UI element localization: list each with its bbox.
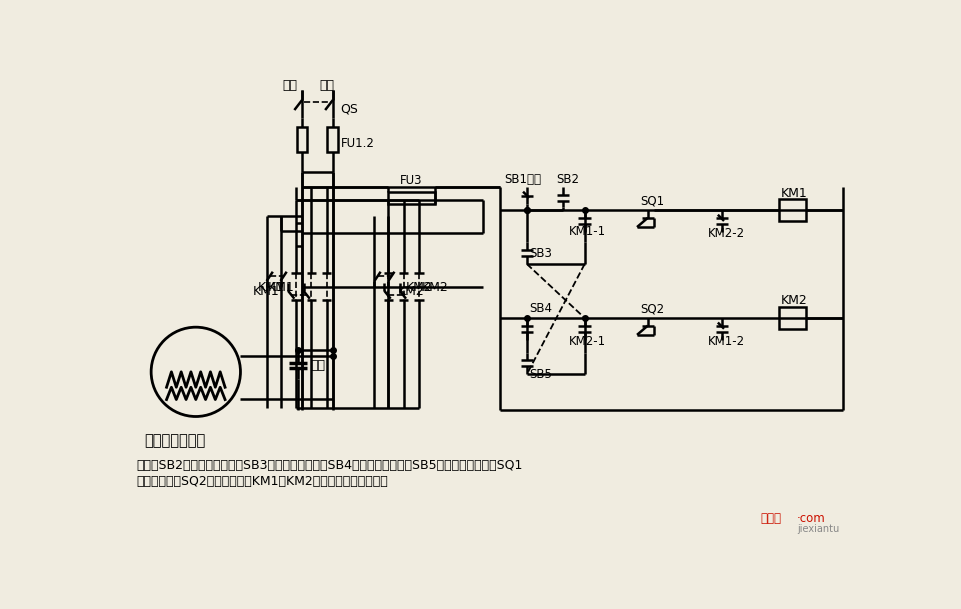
Text: KM2: KM2 xyxy=(406,281,432,294)
Text: KM2: KM2 xyxy=(780,295,807,308)
Bar xyxy=(388,192,434,204)
Text: SQ2: SQ2 xyxy=(639,302,663,315)
Text: 说明：SB2为上升启动按钮，SB3为上升点动按钮，SB4为下降启动按钮，SB5为下降点动按钮；SQ1: 说明：SB2为上升启动按钮，SB3为上升点动按钮，SB4为下降启动按钮，SB5为… xyxy=(136,459,523,473)
Text: KM1: KM1 xyxy=(267,281,294,294)
Text: KM1: KM1 xyxy=(258,281,283,294)
Text: KM2-2: KM2-2 xyxy=(707,227,744,240)
Text: KM2: KM2 xyxy=(421,281,448,294)
Text: 单相电容电动机: 单相电容电动机 xyxy=(144,434,206,449)
Bar xyxy=(296,127,308,152)
Text: KM1: KM1 xyxy=(253,285,280,298)
Bar xyxy=(777,307,805,329)
Text: KM1-1: KM1-1 xyxy=(569,225,605,238)
Text: SB2: SB2 xyxy=(555,173,579,186)
Text: KM1-2: KM1-2 xyxy=(707,334,744,348)
Text: KM2: KM2 xyxy=(397,285,424,298)
Text: KM1: KM1 xyxy=(780,187,807,200)
Text: SQ1: SQ1 xyxy=(639,194,663,208)
Text: FU3: FU3 xyxy=(400,174,422,186)
Text: 零线: 零线 xyxy=(319,79,333,92)
Text: 火线: 火线 xyxy=(283,79,298,92)
Text: FU1.2: FU1.2 xyxy=(340,138,374,150)
Text: 电容: 电容 xyxy=(310,359,325,372)
Bar xyxy=(327,127,338,152)
Text: ·com: ·com xyxy=(797,512,825,524)
Text: 为最高限位，SQ2为最低限位。KM1、KM2可用中间继电器代替。: 为最高限位，SQ2为最低限位。KM1、KM2可用中间继电器代替。 xyxy=(136,474,388,488)
Text: KM2-1: KM2-1 xyxy=(569,334,605,348)
Text: SB4: SB4 xyxy=(529,302,552,315)
Text: QS: QS xyxy=(340,102,358,115)
Text: SB5: SB5 xyxy=(529,368,552,381)
Text: 接线图: 接线图 xyxy=(759,512,780,524)
Text: jiexiantu: jiexiantu xyxy=(797,524,839,534)
Text: SB3: SB3 xyxy=(529,247,552,260)
Text: SB1停止: SB1停止 xyxy=(505,173,541,186)
Bar xyxy=(777,199,805,221)
